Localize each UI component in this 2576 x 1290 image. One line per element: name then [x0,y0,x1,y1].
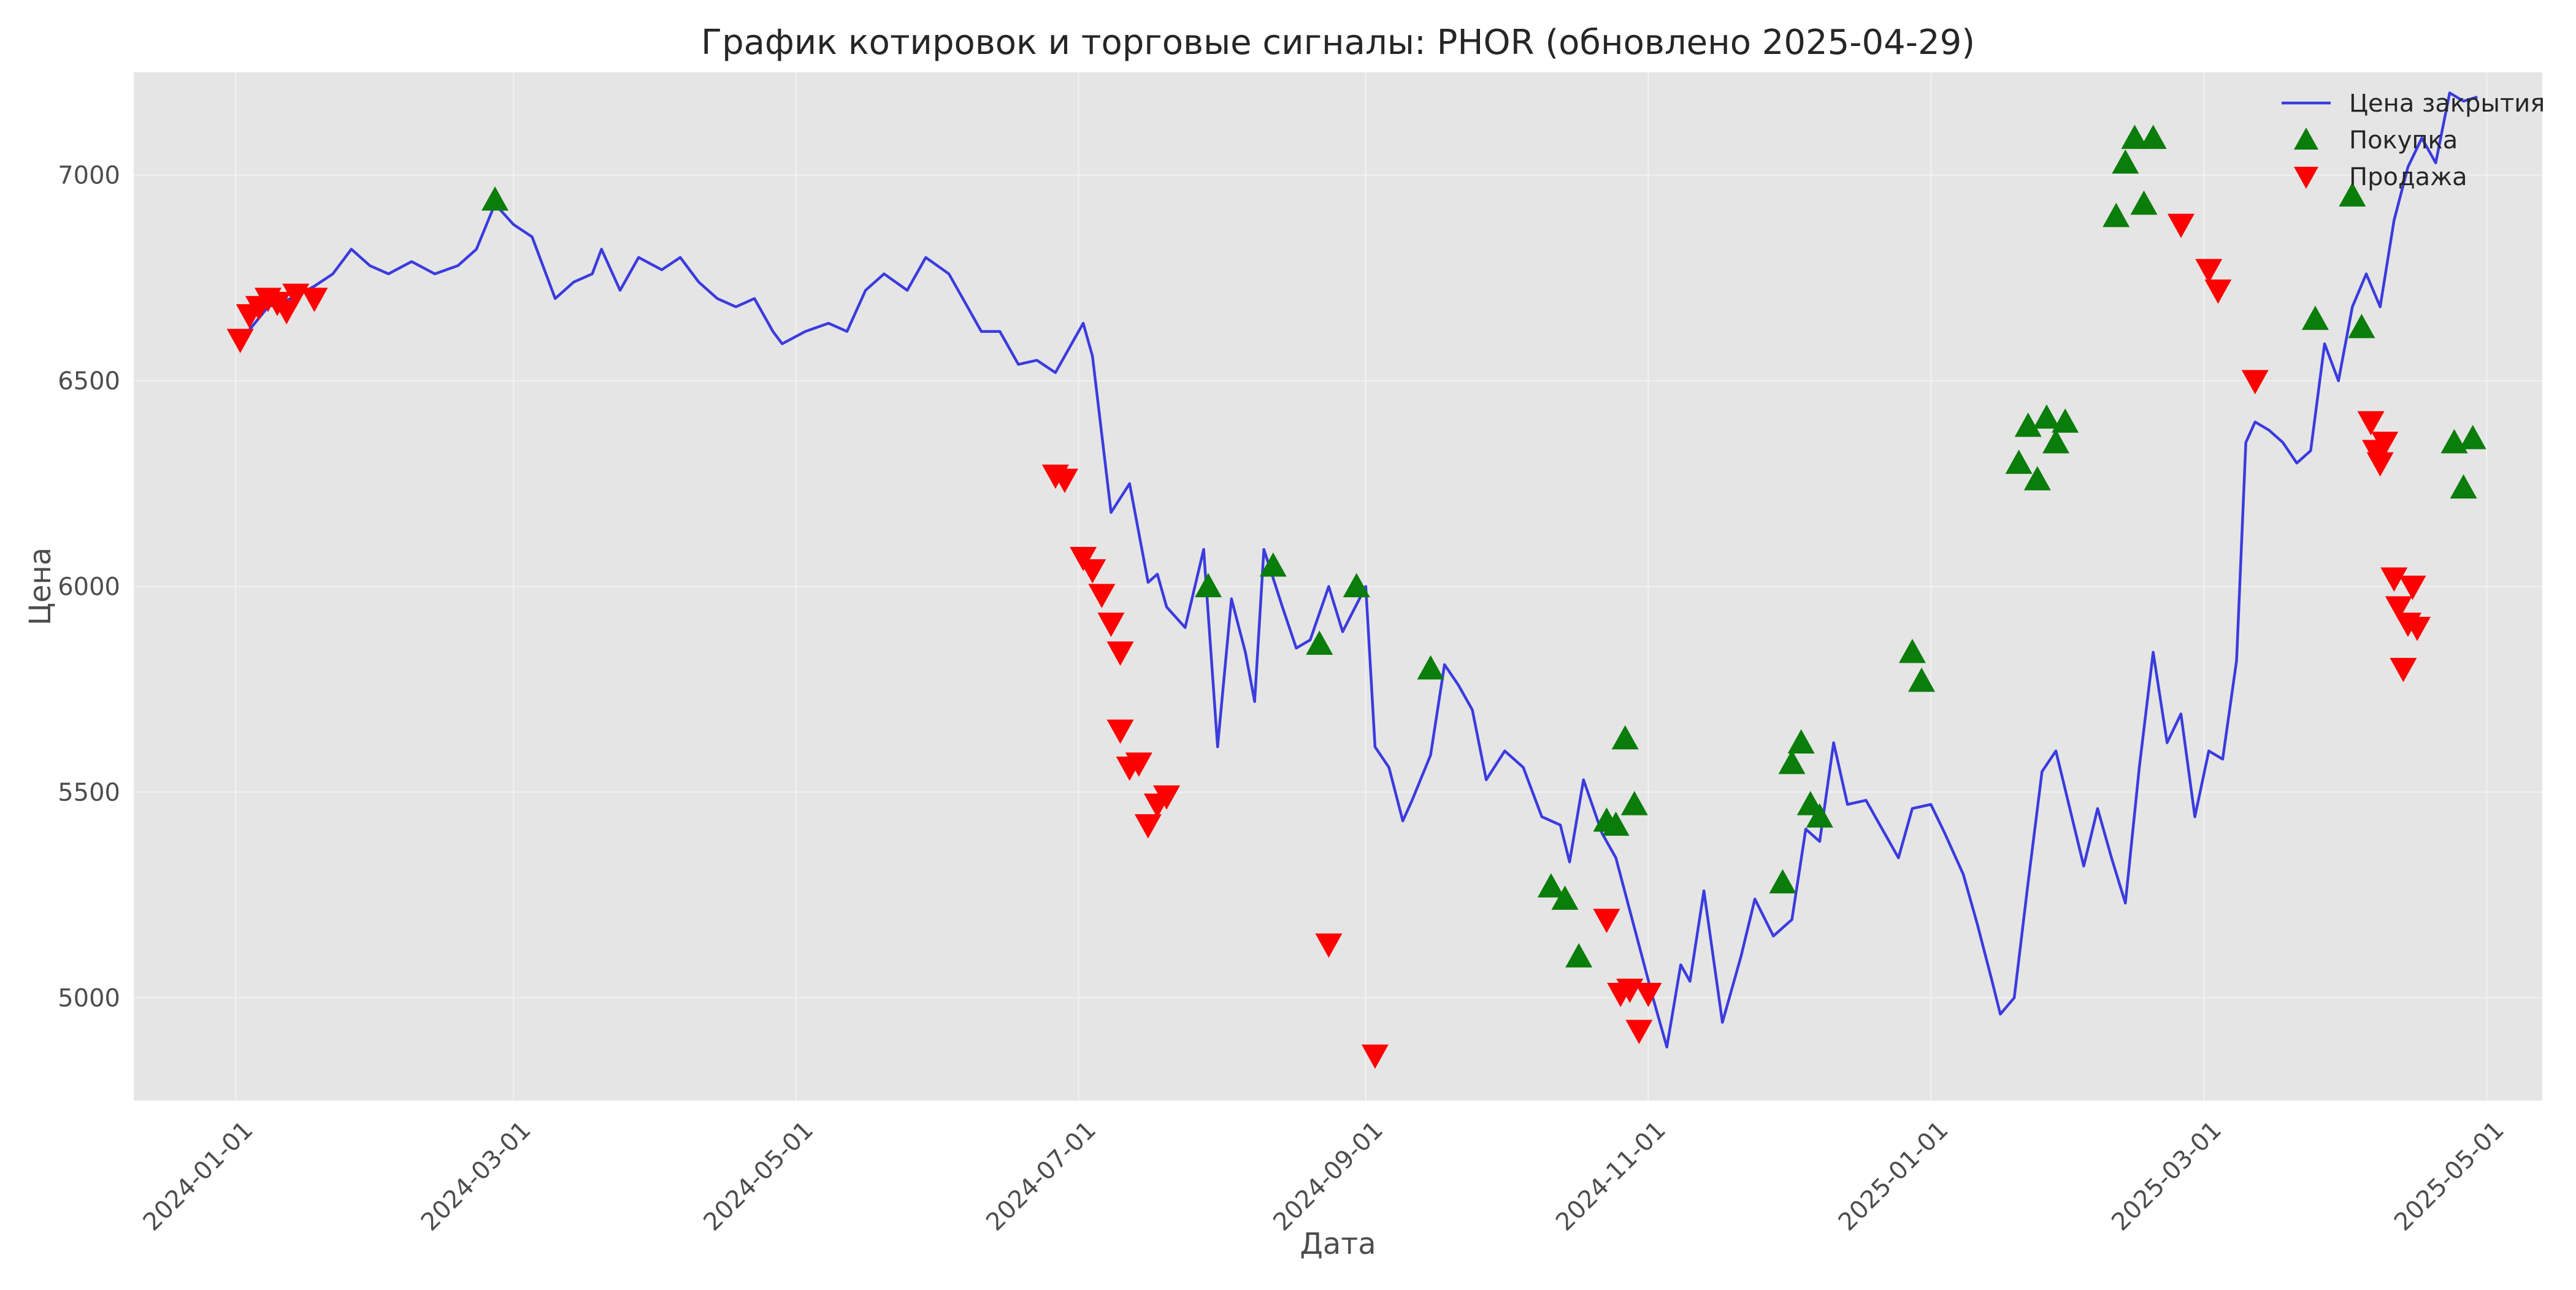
buy-marker [481,186,509,211]
buy-marker [1611,725,1639,750]
sell-marker [2399,575,2426,600]
sell-marker [1079,559,1106,584]
buy-marker [2348,313,2375,338]
sell-marker [1125,752,1152,777]
sell-marker [1635,982,1662,1007]
sell-marker [273,300,301,325]
y-tick-label: 6500 [58,367,120,395]
buy-marker [2005,449,2033,474]
buy-marker [1565,943,1593,968]
sell-marker [226,329,254,354]
buy-marker [2023,466,2051,490]
sell-marker [1106,719,1134,744]
x-tick-label: 2024-11-01 [1551,1116,1671,1237]
buy-marker [1602,811,1630,836]
x-tick-label: 2024-09-01 [1268,1116,1389,1237]
legend-label: Цена закрытия [2349,90,2545,118]
chart-title: График котировок и торговые сигналы: PHO… [701,23,1975,63]
sell-marker [2366,452,2394,477]
legend-sell-swatch [2294,167,2318,189]
y-tick-label: 7000 [58,162,120,190]
buy-marker [2339,182,2366,207]
sell-marker [2241,370,2269,395]
buy-marker [1806,803,1833,828]
buy-marker [2042,429,2070,454]
sell-marker [2357,411,2385,436]
x-axis-label: Дата [1300,1227,1376,1261]
sell-marker [1088,584,1116,608]
buy-marker [1551,885,1579,910]
buy-marker [2130,190,2158,215]
x-tick-label: 2024-07-01 [981,1116,1102,1237]
sell-marker [2390,658,2417,682]
sell-marker [1593,909,1620,933]
sell-marker [1153,785,1181,810]
sell-marker [2404,616,2431,641]
buy-marker [1195,573,1222,598]
sell-marker [1097,613,1125,637]
sell-marker [2371,432,2399,456]
buy-marker [1259,552,1287,577]
buy-marker [1306,630,1333,655]
legend-buy-swatch [2294,128,2318,150]
marker-layer [226,124,2486,1069]
sell-marker [301,288,328,312]
sell-marker [2385,596,2412,621]
sell-marker [2195,259,2223,283]
buy-marker [2103,202,2130,227]
series-layer [243,91,2478,1049]
buy-marker [1787,729,1815,754]
sell-marker [2204,279,2232,304]
buy-marker [2112,149,2139,174]
x-tick-label: 2024-03-01 [416,1116,537,1237]
buy-marker [1417,655,1444,680]
buy-marker [2121,124,2149,149]
sell-marker [1106,641,1134,666]
buy-marker [2301,305,2329,330]
buy-marker [2450,474,2477,499]
buy-marker [2139,124,2167,149]
legend-label: Покупка [2349,126,2458,155]
y-axis-label: Цена [23,548,58,626]
sell-marker [1361,1044,1389,1069]
close-price-line [243,91,2478,1049]
buy-marker [2014,412,2042,437]
buy-marker [2459,425,2486,449]
y-tick-label: 5500 [58,779,120,807]
x-tick-label: 2024-05-01 [698,1116,819,1237]
buy-marker [2052,408,2079,433]
buy-marker [2033,404,2060,429]
buy-marker [1898,638,1926,663]
x-tick-label: 2025-03-01 [2106,1116,2227,1237]
sell-marker [1134,814,1162,839]
x-tick-label: 2024-01-01 [138,1116,259,1237]
sell-marker [2167,213,2195,239]
y-tick-label: 6000 [58,573,120,601]
buy-marker [1343,573,1370,598]
buy-marker [1620,791,1648,815]
x-tick-label: 2025-05-01 [2389,1116,2510,1237]
sell-marker [1315,933,1343,958]
sell-marker [1070,546,1097,571]
sell-marker [1051,468,1078,494]
legend: Цена закрытия Покупка Продажа [2282,90,2545,191]
y-tick-label: 5000 [58,984,120,1012]
buy-marker [1537,873,1565,898]
legend-label: Продажа [2349,163,2467,191]
buy-marker [1778,749,1806,774]
sell-marker [1625,1020,1653,1044]
buy-marker [1908,667,1936,692]
x-tick-label: 2025-01-01 [1833,1116,1954,1237]
sell-marker [2380,567,2408,592]
buy-marker [1769,869,1796,894]
